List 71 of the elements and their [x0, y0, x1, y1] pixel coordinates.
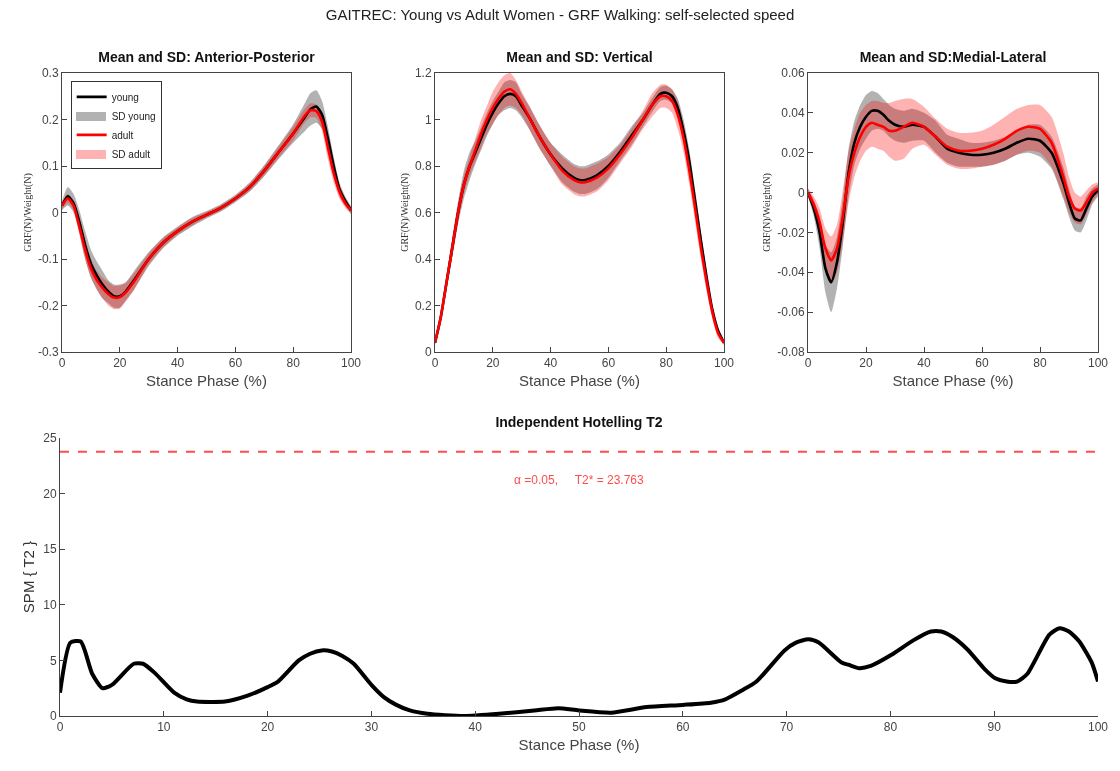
- x-tick-label: 60: [601, 356, 616, 371]
- y-tick-label: 0: [424, 345, 432, 360]
- x-tick-label: 60: [228, 356, 243, 371]
- y-tick-label: -0.3: [37, 345, 59, 360]
- x-tick-label: 20: [486, 356, 500, 371]
- x-tick-label: 30: [364, 720, 379, 735]
- y-tick-label: 0.04: [781, 106, 805, 121]
- legend-label: young: [111, 91, 139, 103]
- chart-title: Mean and SD: Anterior-Posterior: [98, 48, 316, 65]
- x-tick-label: 70: [779, 720, 794, 735]
- y-tick-label: 15: [43, 542, 57, 557]
- chart-title: Mean and SD:Medial-Lateral: [859, 48, 1047, 65]
- y-tick-label: 1.2: [414, 66, 432, 81]
- y-tick-label: 0.1: [41, 159, 59, 174]
- text: GAITREC: Young vs Adult Women - GRF Walking: self-selected speed: [324, 6, 796, 23]
- x-tick-label: 80: [883, 720, 898, 735]
- annotation: SD adult: [111, 148, 151, 160]
- x-tick-label: 80: [659, 356, 674, 371]
- x-tick-label: 100: [713, 356, 735, 371]
- x-axis-title: Stance Phase (%): [518, 736, 640, 754]
- y-tick-label: 25: [43, 431, 57, 446]
- x-tick-label: 50: [572, 720, 586, 735]
- x-tick-label: 10: [157, 720, 171, 735]
- ref-line-label: α =0.05, T2* = 23.763: [514, 473, 645, 487]
- x-tick-label: 40: [468, 720, 483, 735]
- x-tick-label: 90: [987, 720, 1002, 735]
- x-tick-label: 80: [1033, 356, 1047, 371]
- y-axis-title: GRF(N)/Weight(N): [21, 173, 34, 252]
- y-tick-label: 0.6: [414, 205, 432, 220]
- x-tick-label: 100: [1087, 720, 1109, 735]
- y-tick-label: 0.4: [414, 252, 432, 267]
- y-tick-label: 0.3: [41, 66, 59, 81]
- y-axis-title: SPM { T2 }: [20, 540, 38, 614]
- annotation: SD young: [111, 110, 156, 122]
- chart-title: Independent Hotelling T2: [495, 413, 663, 430]
- x-tick-label: 100: [1087, 356, 1109, 371]
- x-axis-title: Stance Phase (%): [519, 372, 640, 390]
- y-tick-label: 0.8: [414, 159, 432, 174]
- x-tick-label: 20: [113, 356, 127, 371]
- x-tick-label: 60: [676, 720, 690, 735]
- y-tick-label: -0.2: [37, 298, 59, 313]
- y-tick-label: 0: [49, 709, 57, 724]
- y-tick-label: 10: [43, 598, 57, 612]
- x-axis-title: Stance Phase (%): [892, 372, 1014, 390]
- y-tick-label: 1: [424, 112, 432, 127]
- y-tick-label: 0.2: [41, 112, 59, 127]
- chart-title: Mean and SD: Vertical: [506, 48, 653, 65]
- y-axis-title: GRF(N)/Weight(N): [761, 173, 774, 252]
- y-tick-label: -0.04: [777, 265, 805, 280]
- y-axis-title: GRF(N)/Weight(N): [398, 173, 411, 252]
- y-tick-label: 0.2: [414, 298, 432, 313]
- x-tick-label: 40: [543, 356, 558, 371]
- y-tick-label: -0.02: [777, 225, 805, 240]
- y-tick-label: 0: [797, 185, 805, 200]
- x-tick-label: 80: [286, 356, 301, 371]
- y-tick-label: 0.06: [781, 66, 805, 81]
- x-tick-label: 20: [260, 720, 275, 735]
- y-tick-label: -0.06: [777, 305, 805, 320]
- y-tick-label: -0.08: [777, 345, 805, 360]
- y-tick-label: 5: [49, 653, 57, 668]
- x-tick-label: 60: [975, 356, 989, 371]
- x-axis-title: Stance Phase (%): [146, 372, 267, 390]
- legend-label: adult: [111, 129, 134, 141]
- y-tick-label: 20: [43, 486, 57, 501]
- x-tick-label: 20: [859, 356, 873, 371]
- x-tick-label: 40: [170, 356, 185, 371]
- x-tick-label: 40: [917, 356, 931, 371]
- x-tick-label: 100: [340, 356, 362, 371]
- y-tick-label: -0.1: [37, 252, 59, 267]
- y-tick-label: 0.02: [781, 145, 805, 160]
- y-tick-label: 0: [51, 205, 59, 220]
